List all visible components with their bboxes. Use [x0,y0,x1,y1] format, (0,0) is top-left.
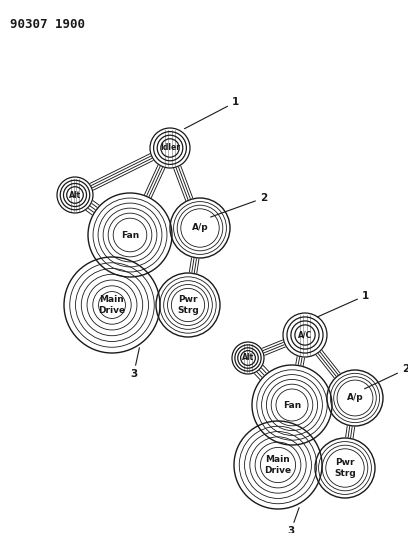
Text: Pwr
Strg: Pwr Strg [334,458,356,478]
Text: 2: 2 [260,193,267,203]
Text: Fan: Fan [121,230,139,239]
Text: 1: 1 [232,97,239,107]
Text: 90307 1900: 90307 1900 [10,18,85,31]
Circle shape [57,177,93,213]
Text: Alt: Alt [242,353,254,362]
Circle shape [327,370,383,426]
Circle shape [234,421,322,509]
Circle shape [150,128,190,168]
Text: A/C: A/C [298,330,312,340]
Circle shape [156,273,220,337]
Circle shape [283,313,327,357]
Text: Alt: Alt [69,190,81,199]
Circle shape [88,193,172,277]
Text: A/p: A/p [192,223,208,232]
Text: Idler: Idler [160,143,180,152]
Circle shape [232,342,264,374]
Circle shape [252,365,332,445]
Text: Fan: Fan [283,400,301,409]
Text: Main
Drive: Main Drive [264,455,292,475]
Text: 1: 1 [362,290,369,301]
Text: Main
Drive: Main Drive [98,295,126,314]
Text: 2: 2 [402,365,408,374]
Text: Pwr
Strg: Pwr Strg [177,295,199,314]
Circle shape [315,438,375,498]
Circle shape [64,257,160,353]
Text: 3: 3 [130,369,137,379]
Text: A/p: A/p [347,393,363,402]
Text: 3: 3 [287,526,295,533]
Circle shape [170,198,230,258]
